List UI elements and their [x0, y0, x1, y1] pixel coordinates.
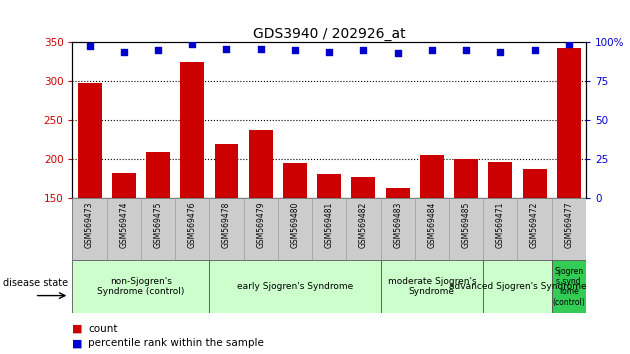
Text: GSM569475: GSM569475 [154, 201, 163, 248]
Bar [278, 198, 312, 260]
Bar [209, 260, 381, 313]
Point [153, 47, 163, 53]
Bar [381, 260, 483, 313]
Text: early Sjogren's Syndrome: early Sjogren's Syndrome [237, 282, 353, 291]
Bar [317, 174, 341, 315]
Text: GSM569481: GSM569481 [324, 201, 334, 247]
Text: ■: ■ [72, 338, 83, 348]
Bar [346, 198, 381, 260]
Bar [72, 260, 209, 313]
Text: GSM569478: GSM569478 [222, 201, 231, 248]
Bar [517, 198, 552, 260]
Bar [106, 198, 141, 260]
Text: GSM569474: GSM569474 [119, 201, 129, 248]
Bar [214, 144, 239, 315]
Title: GDS3940 / 202926_at: GDS3940 / 202926_at [253, 28, 406, 41]
Text: GSM569477: GSM569477 [564, 201, 573, 248]
Point [187, 41, 197, 47]
Text: GSM569480: GSM569480 [290, 201, 299, 248]
Bar [454, 159, 478, 315]
Bar [244, 198, 278, 260]
Bar [449, 198, 483, 260]
Bar [175, 198, 209, 260]
Bar [552, 198, 586, 260]
Text: percentile rank within the sample: percentile rank within the sample [88, 338, 264, 348]
Bar [77, 83, 101, 315]
Bar [249, 131, 273, 315]
Point [392, 51, 403, 56]
Point [84, 43, 94, 48]
Point [118, 49, 129, 55]
Bar [352, 177, 375, 315]
Text: GSM569484: GSM569484 [427, 201, 437, 248]
Text: moderate Sjogren's
Syndrome: moderate Sjogren's Syndrome [387, 277, 476, 296]
Bar [488, 162, 512, 315]
Bar [112, 172, 136, 315]
Bar [386, 188, 410, 315]
Bar [209, 198, 244, 260]
Text: Sjogren
s synd
rome
(control): Sjogren s synd rome (control) [553, 267, 585, 307]
Text: GSM569472: GSM569472 [530, 201, 539, 248]
Bar [483, 260, 552, 313]
Text: non-Sjogren's
Syndrome (control): non-Sjogren's Syndrome (control) [97, 277, 185, 296]
Text: disease state: disease state [3, 278, 68, 288]
Text: GSM569479: GSM569479 [256, 201, 265, 248]
Text: count: count [88, 324, 118, 333]
Bar [483, 198, 517, 260]
Bar [557, 48, 581, 315]
Text: GSM569473: GSM569473 [85, 201, 94, 248]
Text: GSM569476: GSM569476 [188, 201, 197, 248]
Text: GSM569471: GSM569471 [496, 201, 505, 248]
Text: GSM569483: GSM569483 [393, 201, 402, 248]
Text: advanced Sjogren's Syndrome: advanced Sjogren's Syndrome [449, 282, 587, 291]
Text: GSM569482: GSM569482 [359, 201, 368, 247]
Point [495, 49, 505, 55]
Point [461, 47, 471, 53]
Point [427, 47, 437, 53]
Bar [381, 198, 415, 260]
Point [529, 47, 539, 53]
Bar [522, 170, 547, 315]
Bar [180, 62, 204, 315]
Text: ■: ■ [72, 324, 83, 333]
Bar [415, 198, 449, 260]
Bar [283, 163, 307, 315]
Point [324, 49, 334, 55]
Bar [552, 260, 586, 313]
Bar [312, 198, 347, 260]
Point [221, 46, 231, 52]
Text: GSM569485: GSM569485 [462, 201, 471, 248]
Point [358, 47, 369, 53]
Point [290, 47, 300, 53]
Point [256, 46, 266, 52]
Bar [146, 152, 170, 315]
Bar [72, 198, 106, 260]
Bar [141, 198, 175, 260]
Point [564, 41, 574, 47]
Bar [420, 155, 444, 315]
